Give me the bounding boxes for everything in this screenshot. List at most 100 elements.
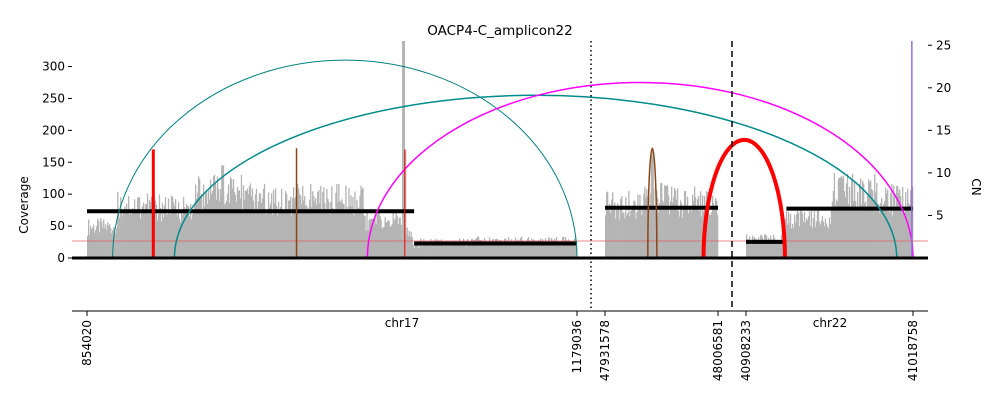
coverage-bar xyxy=(564,237,567,258)
coverage-bar xyxy=(471,239,474,258)
coverage-bar xyxy=(759,235,762,258)
coverage-bar xyxy=(497,243,500,258)
coverage-bar xyxy=(238,190,241,258)
coverage-bar xyxy=(511,243,514,258)
coverage-bar xyxy=(229,176,232,258)
coverage-bar xyxy=(539,238,542,258)
x-tick-label: 854020 xyxy=(80,320,94,366)
coverage-bar xyxy=(863,183,865,258)
coverage-bar xyxy=(195,184,197,258)
coverage-bar xyxy=(219,189,222,258)
coverage-bar xyxy=(143,211,146,258)
coverage-bar xyxy=(259,193,262,258)
coverage-bar xyxy=(224,203,227,258)
coverage-bar xyxy=(554,241,557,258)
coverage-bar xyxy=(537,240,540,258)
coverage-bar xyxy=(637,194,639,258)
coverage-bar xyxy=(240,174,243,258)
coverage-bar xyxy=(900,196,902,258)
coverage-bar xyxy=(489,241,492,258)
coverage-bar xyxy=(411,237,413,258)
coverage-bar xyxy=(547,237,550,258)
coverage-bar xyxy=(711,195,714,258)
coverage-bar xyxy=(853,181,856,258)
coverage-bar xyxy=(528,244,531,258)
coverage-bar xyxy=(673,196,675,258)
coverage-bar xyxy=(493,241,496,258)
coverage-bar xyxy=(258,193,261,258)
coverage-bar xyxy=(889,212,891,258)
coverage-bar xyxy=(838,177,841,258)
coverage-bar xyxy=(876,182,878,258)
coverage-bar xyxy=(669,214,671,258)
coverage-bar xyxy=(837,179,840,258)
coverage-bar xyxy=(282,212,285,258)
coverage-bar xyxy=(642,206,644,258)
coverage-bar xyxy=(256,212,259,258)
coverage-bar xyxy=(448,245,450,258)
coverage-bar xyxy=(124,206,126,258)
coverage-bar xyxy=(516,240,519,258)
coverage-bar xyxy=(491,239,494,258)
coverage-bar xyxy=(301,204,303,258)
coverage-bar xyxy=(621,196,623,258)
coverage-bar xyxy=(237,191,240,258)
coverage-bar xyxy=(640,209,642,258)
coverage-bar xyxy=(108,225,110,258)
coverage-bar xyxy=(111,233,113,258)
coverage-bar xyxy=(844,197,847,258)
coverage-bar xyxy=(442,244,444,258)
coverage-bar xyxy=(347,212,349,258)
coverage-bar xyxy=(333,209,335,258)
coverage-bar xyxy=(193,211,195,258)
coverage-bar xyxy=(779,241,782,258)
y-tick-label-left: 300 xyxy=(42,60,65,74)
coverage-bar xyxy=(529,241,532,258)
coverage-bar xyxy=(422,243,424,258)
coverage-bar xyxy=(106,230,108,258)
coverage-bar xyxy=(235,201,238,258)
coverage-bar xyxy=(689,208,692,258)
coverage-bar xyxy=(449,245,451,258)
coverage-bar xyxy=(875,192,877,258)
coverage-bar xyxy=(295,196,297,258)
coverage-bar xyxy=(385,222,387,258)
axes-layer: 0 50 100 150 200 250 300 5 10 15 20 25 854020 1179036… xyxy=(42,38,951,381)
coverage-bar xyxy=(398,217,400,258)
coverage-bar xyxy=(794,222,797,258)
coverage-bar xyxy=(358,208,360,258)
coverage-bar xyxy=(709,215,712,258)
coverage-bar xyxy=(307,211,309,258)
coverage-bar xyxy=(841,178,844,258)
coverage-bar xyxy=(462,238,465,258)
coverage-bar xyxy=(444,246,446,258)
coverage-bar xyxy=(300,195,302,258)
coverage-bar xyxy=(644,186,646,258)
coverage-bar xyxy=(486,245,489,258)
coverage-bar xyxy=(785,210,788,258)
coverage-bar xyxy=(100,218,102,258)
coverage-bar xyxy=(191,219,193,258)
y-tick-label-left: 150 xyxy=(42,155,65,169)
coverage-bar xyxy=(678,216,681,258)
coverage-bar xyxy=(173,206,176,258)
coverage-bar xyxy=(891,183,893,258)
coverage-bar xyxy=(835,199,838,258)
coverage-bar xyxy=(519,238,522,258)
coverage-bar xyxy=(265,214,268,258)
coverage-bar xyxy=(455,244,458,258)
coverage-bar xyxy=(553,238,556,258)
coverage-bar xyxy=(575,236,577,258)
coverage-bar xyxy=(509,243,512,258)
coverage-bar xyxy=(499,239,502,258)
coverage-bar xyxy=(390,226,392,258)
coverage-bar xyxy=(551,240,554,258)
coverage-bar xyxy=(649,205,651,258)
coverage-bar xyxy=(698,211,701,258)
coverage-bar xyxy=(299,194,301,258)
coverage-bar xyxy=(410,231,412,258)
coverage-bar xyxy=(867,194,869,258)
y-tick-label-right: 5 xyxy=(936,208,944,222)
coverage-bar xyxy=(360,185,362,258)
coverage-bar xyxy=(312,191,314,258)
